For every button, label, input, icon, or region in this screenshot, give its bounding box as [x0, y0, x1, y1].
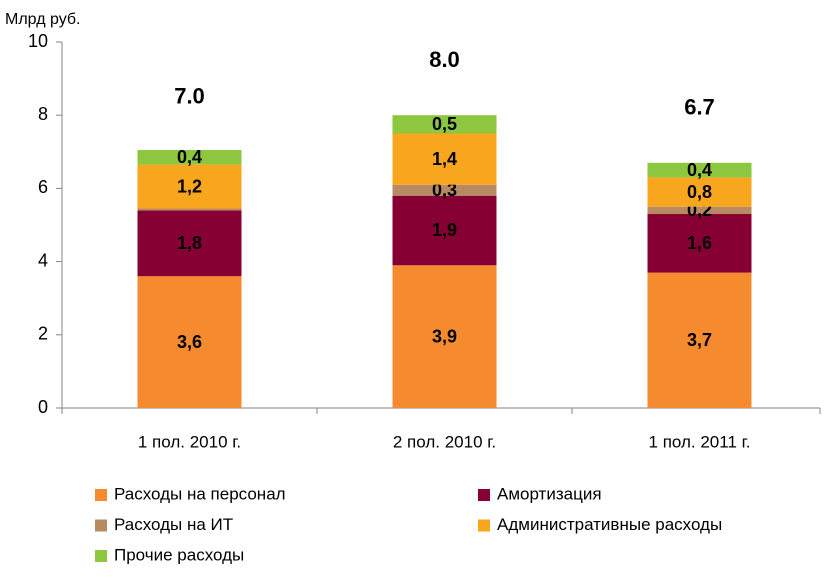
data-label: 0,8: [687, 182, 712, 202]
y-tick-label: 8: [38, 104, 48, 124]
y-tick-label: 6: [38, 177, 48, 197]
legend-label: Расходы на ИТ: [114, 515, 233, 534]
data-label: 1,2: [177, 176, 202, 196]
legend-swatch: [478, 519, 490, 532]
data-label: 0,4: [177, 147, 202, 167]
legend-label: Расходы на персонал: [114, 484, 286, 503]
bar-segment: [647, 272, 752, 408]
bar-segment: [647, 177, 752, 207]
data-label: 1,8: [177, 233, 202, 253]
data-label: 0,5: [432, 114, 457, 134]
bar-segment: [392, 195, 497, 266]
legend-label: Амортизация: [497, 484, 602, 503]
data-label: 1,9: [432, 220, 457, 240]
bar-segment: [137, 164, 242, 209]
y-tick-label: 0: [38, 397, 48, 417]
bar-segment: [392, 115, 497, 134]
data-label: 3,6: [177, 332, 202, 352]
y-axis-label: Млрд руб.: [5, 11, 80, 28]
bar-segment: [392, 184, 497, 196]
data-label: 3,9: [432, 326, 457, 346]
y-tick-label: 10: [28, 31, 48, 51]
x-tick-label: 2 пол. 2010 г.: [393, 432, 496, 451]
total-label: 6.7: [684, 95, 715, 120]
bar-segment: [392, 133, 497, 185]
bar-segment: [137, 149, 242, 165]
bar-segment: [137, 208, 242, 211]
bar-segment: [137, 276, 242, 408]
x-tick-label: 1 пол. 2011 г.: [649, 432, 751, 451]
legend-label: Прочие расходы: [114, 545, 244, 564]
data-label: 3,7: [687, 330, 712, 350]
bar-segment: [647, 162, 752, 178]
y-tick-label: 2: [38, 324, 48, 344]
legend-swatch: [95, 489, 107, 501]
data-label: 1,6: [687, 233, 712, 253]
bar-segment: [137, 210, 242, 277]
bar-segment: [647, 206, 752, 215]
total-label: 7.0: [174, 84, 205, 109]
data-label: 1,4: [432, 149, 457, 169]
legend-swatch: [95, 519, 107, 532]
data-label: 0,4: [687, 160, 712, 180]
bar-segment: [647, 214, 752, 273]
legend-swatch: [95, 550, 107, 562]
total-label: 8.0: [429, 47, 460, 72]
y-tick-label: 4: [38, 250, 48, 270]
data-label: 0,3: [432, 180, 457, 200]
x-tick-label: 1 пол. 2010 г.: [138, 432, 241, 451]
bar-segment: [392, 265, 497, 408]
legend-label: Административные расходы: [497, 515, 722, 534]
legend-swatch: [478, 489, 490, 501]
